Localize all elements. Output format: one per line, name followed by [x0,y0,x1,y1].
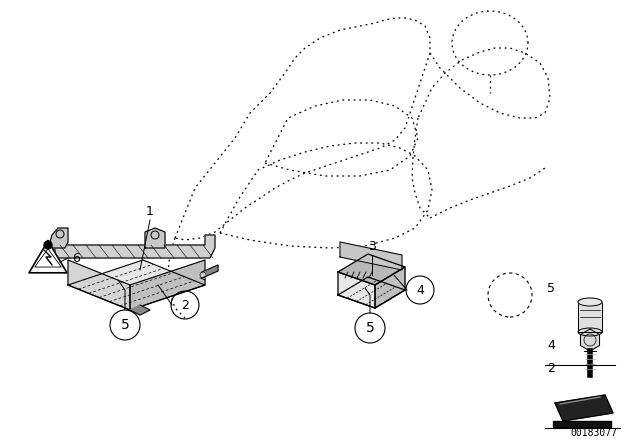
Polygon shape [29,241,67,273]
Circle shape [200,272,206,278]
Circle shape [44,241,52,249]
Text: 3: 3 [368,240,376,253]
Text: 2: 2 [547,362,555,375]
Text: 1: 1 [146,205,154,218]
Bar [578,302,602,332]
Polygon shape [338,272,375,308]
Polygon shape [580,329,600,351]
Polygon shape [202,265,218,278]
Text: 5: 5 [365,321,374,335]
Polygon shape [130,260,205,310]
Polygon shape [375,267,405,308]
Polygon shape [338,254,405,285]
Polygon shape [50,228,68,248]
Text: 4: 4 [547,339,555,352]
Polygon shape [340,242,402,270]
Polygon shape [68,260,205,310]
Polygon shape [68,260,130,310]
Polygon shape [338,277,405,308]
Text: 2: 2 [181,298,189,311]
Text: 5: 5 [547,281,555,294]
Text: 6: 6 [72,251,80,264]
Polygon shape [553,421,611,427]
Polygon shape [130,305,150,315]
Ellipse shape [578,298,602,306]
Text: 5: 5 [120,318,129,332]
Polygon shape [145,228,165,248]
Text: 00183077: 00183077 [570,428,617,438]
Text: 4: 4 [416,284,424,297]
Polygon shape [55,235,215,258]
Polygon shape [555,395,613,421]
